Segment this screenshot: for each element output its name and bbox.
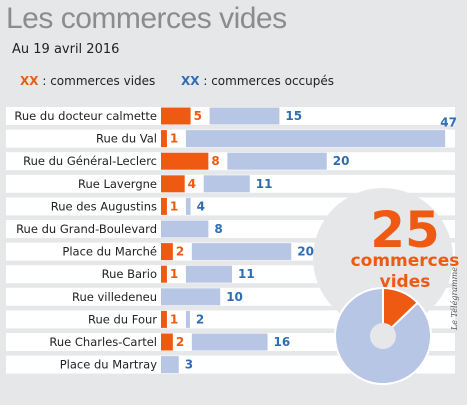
data-label-vides: 1 (170, 267, 178, 281)
data-label-vides: 1 (170, 132, 178, 146)
category-label: Rue Charles-Cartel (49, 335, 157, 349)
category-label: Rue du Grand-Boulevard (16, 222, 157, 236)
summary-label: commerces vides (345, 251, 465, 293)
legend-occupes: XX : commerces occupés (181, 74, 334, 88)
data-label-vides: 4 (188, 177, 196, 191)
category-label: Rue du Val (96, 132, 157, 146)
legend-occupes-label: : commerces occupés (203, 74, 335, 88)
category-label: Rue du Four (88, 312, 157, 326)
summary-total: 25 (370, 201, 440, 259)
credit-text: Le Télégramme (450, 267, 459, 330)
data-label-vides: 8 (211, 154, 219, 168)
category-label: Place du Marché (62, 245, 157, 259)
data-label-occupes: 4 (197, 199, 205, 213)
bar-vides (161, 333, 173, 351)
category-label: Rue des Augustins (51, 199, 157, 213)
data-label-occupes: 20 (297, 245, 314, 259)
data-label-occupes: 11 (238, 267, 255, 281)
data-label-vides: 2 (176, 245, 184, 259)
bar-occupes (161, 288, 221, 306)
bar-vides (161, 243, 173, 261)
data-label-vides: 1 (170, 199, 178, 213)
data-label-occupes: 2 (196, 312, 204, 326)
category-label: Rue du Général-Leclerc (23, 154, 157, 168)
bar-occupes (191, 333, 268, 351)
bar-occupes (161, 220, 209, 238)
legend-occupes-key: XX (181, 74, 200, 88)
data-label-occupes: 11 (256, 177, 273, 191)
bar-occupes (161, 356, 179, 374)
bar-occupes (203, 175, 250, 193)
summary-label-line1: commerces (350, 251, 460, 271)
data-label-vides: 1 (170, 312, 178, 326)
data-label-occupes: 3 (185, 358, 193, 372)
bar-occupes (209, 107, 280, 125)
data-label-occupes: 47 (440, 116, 457, 130)
bar-occupes (185, 130, 446, 148)
legend-vides-label: : commerces vides (42, 74, 156, 88)
bar-vides (161, 152, 209, 170)
page-subtitle: Au 19 avril 2016 (12, 42, 120, 57)
category-label: Rue du docteur calmette (14, 109, 157, 123)
legend-vides-key: XX (20, 74, 39, 88)
category-label: Rue Lavergne (78, 177, 157, 191)
bar-occupes (191, 243, 292, 261)
summary-circle (313, 188, 453, 328)
page-title: Les commerces vides (6, 2, 287, 35)
data-label-occupes: 10 (226, 290, 243, 304)
data-label-occupes: 15 (285, 109, 302, 123)
bar-vides (161, 107, 191, 125)
bar-vides (161, 197, 167, 215)
category-label: Rue Bario (102, 267, 157, 281)
bar-vides (161, 265, 167, 283)
bar-vides (161, 310, 167, 328)
bar-occupes (185, 197, 191, 215)
category-label: Place du Martray (60, 358, 157, 372)
bar-occupes (185, 310, 190, 328)
bar-occupes (227, 152, 327, 170)
pie-hole (370, 323, 396, 349)
category-label: Rue villedeneu (72, 290, 157, 304)
summary-label-line2: vides (379, 272, 431, 292)
bar-vides (161, 175, 185, 193)
bar-occupes (185, 265, 233, 283)
legend-vides: XX : commerces vides (20, 74, 155, 88)
bar-vides (161, 130, 167, 148)
data-label-occupes: 20 (333, 154, 350, 168)
data-label-vides: 2 (176, 335, 184, 349)
data-label-vides: 5 (194, 109, 202, 123)
data-label-occupes: 16 (274, 335, 291, 349)
data-label-occupes: 8 (214, 222, 222, 236)
